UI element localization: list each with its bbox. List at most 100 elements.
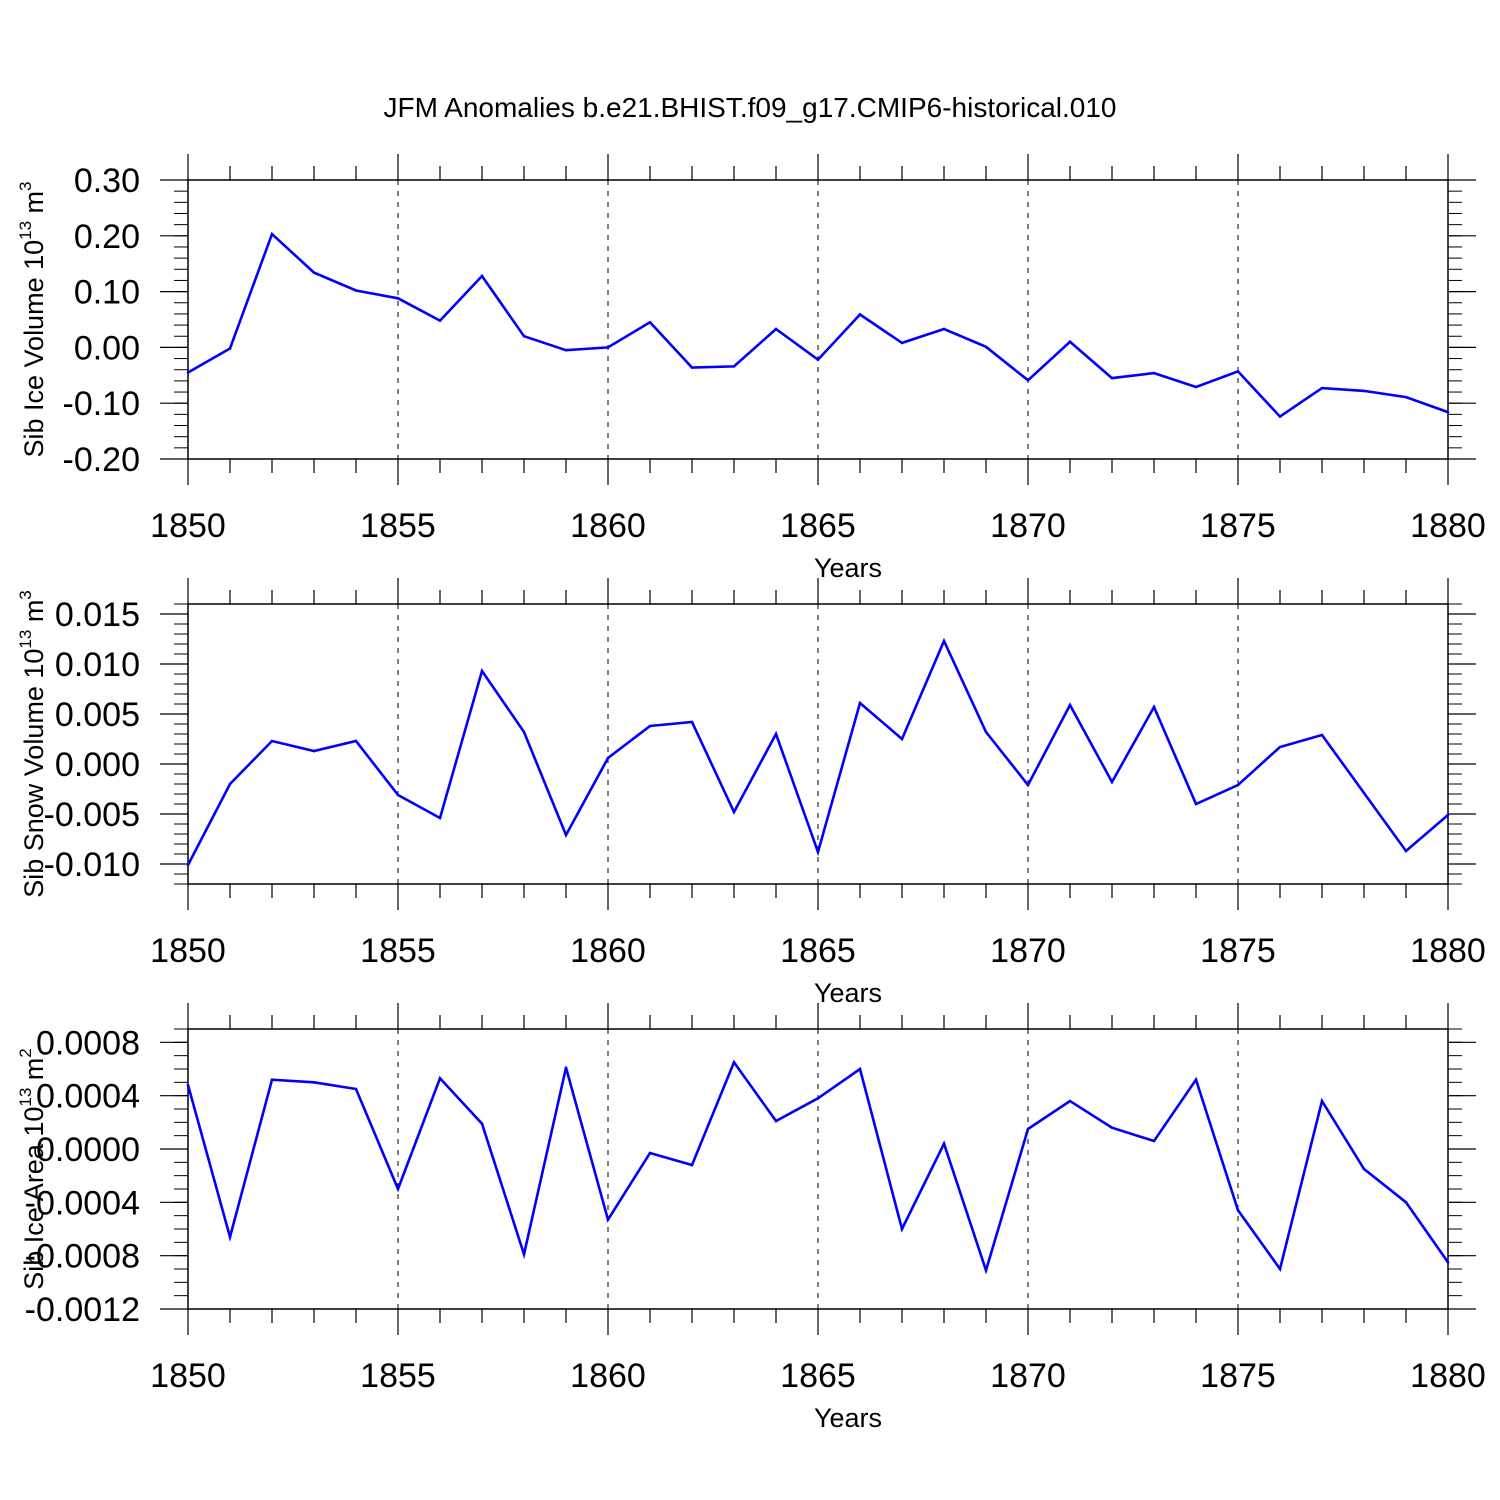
data-point — [1194, 802, 1198, 806]
data-point — [564, 1066, 568, 1069]
x-axis-label: Years — [814, 553, 882, 583]
data-point — [1236, 370, 1240, 373]
y-tick-label: 0.20 — [74, 218, 140, 256]
data-point — [1194, 385, 1198, 389]
data-point — [1446, 1261, 1450, 1264]
data-point — [732, 1061, 736, 1064]
y-axis-label: Sib Ice Volume 1013 m3 — [16, 181, 49, 457]
y-tick-label: 0.015 — [55, 596, 140, 634]
y-tick-label: -0.010 — [44, 846, 140, 884]
data-point — [1236, 783, 1240, 787]
x-tick-label: 1850 — [150, 1357, 226, 1395]
data-point — [1446, 813, 1450, 817]
panel-snow-volume: -0.010 -0.005 0.000 0.005 0.010 0.015 1850 1855… — [16, 578, 1486, 1008]
data-point — [732, 365, 736, 368]
data-point — [1026, 783, 1030, 787]
data-point — [1362, 389, 1366, 393]
x-tick-label: 1850 — [150, 507, 226, 545]
y-tick-label: 0.010 — [55, 646, 140, 684]
data-point — [606, 756, 610, 760]
data-point — [480, 1122, 484, 1125]
data-point — [228, 782, 232, 786]
data-point — [648, 320, 652, 324]
data-point — [648, 1151, 652, 1155]
x-tick-label: 1860 — [570, 507, 646, 545]
x-tick-label: 1865 — [780, 932, 856, 970]
data-point — [1320, 386, 1324, 390]
data-point — [1110, 780, 1114, 784]
data-point — [858, 701, 862, 705]
data-point — [522, 1253, 526, 1256]
x-tick-label: 1870 — [990, 1357, 1066, 1395]
x-tick-label: 1875 — [1200, 932, 1276, 970]
data-point — [1446, 410, 1450, 414]
data-point — [522, 334, 526, 338]
data-point — [774, 732, 778, 736]
data-point — [1236, 1209, 1240, 1212]
data-point — [312, 1081, 316, 1084]
data-point — [774, 327, 778, 331]
plot-frame — [187, 1028, 1449, 1310]
data-point — [1320, 1099, 1324, 1103]
data-point — [900, 1227, 904, 1231]
y-tick-label: 0.0008 — [36, 1024, 140, 1062]
data-point — [438, 319, 442, 322]
data-point — [942, 1142, 946, 1145]
data-point — [648, 724, 652, 728]
data-point — [1110, 1126, 1114, 1129]
data-point — [480, 274, 484, 278]
data-point — [1110, 376, 1114, 380]
data-point — [690, 720, 694, 724]
y-tick-label: 0.00 — [74, 329, 140, 367]
y-axis-label: Sib Ice Area 1013 m2 — [16, 1048, 49, 1290]
data-point — [1152, 705, 1156, 709]
x-tick-label: 1865 — [780, 507, 856, 545]
data-point — [1362, 1167, 1366, 1171]
data-point — [942, 639, 946, 643]
data-point — [774, 1119, 778, 1123]
x-tick-label: 1865 — [780, 1357, 856, 1395]
data-point — [1362, 791, 1366, 795]
data-point — [732, 810, 736, 814]
data-point — [690, 1163, 694, 1167]
y-tick-label: -0.005 — [44, 796, 140, 834]
x-tick-label: 1855 — [360, 1357, 436, 1395]
x-tick-label: 1850 — [150, 932, 226, 970]
data-point — [354, 739, 358, 743]
data-point — [900, 737, 904, 741]
data-point — [606, 346, 610, 349]
x-tick-label: 1870 — [990, 507, 1066, 545]
data-point — [816, 358, 820, 361]
y-axis-label: Sib Snow Volume 1013 m3 — [16, 590, 49, 898]
y-tick-label: -0.0004 — [25, 1184, 140, 1222]
data-point — [690, 366, 694, 369]
data-point — [1068, 1099, 1072, 1103]
y-tick-label: 0.005 — [55, 696, 140, 734]
x-tick-label: 1875 — [1200, 507, 1276, 545]
chart-title: JFM Anomalies b.e21.BHIST.f09_g17.CMIP6-… — [383, 92, 1116, 123]
data-point — [1278, 1267, 1282, 1271]
data-point — [1404, 1201, 1408, 1204]
data-point — [186, 863, 190, 867]
data-point — [1278, 745, 1282, 749]
data-point — [438, 1077, 442, 1080]
x-axis-label: Years — [814, 1403, 882, 1433]
y-tick-label: -0.0008 — [25, 1238, 140, 1276]
plot-frame — [187, 603, 1449, 885]
data-point — [270, 739, 274, 743]
data-point — [1320, 733, 1324, 737]
data-point — [312, 271, 316, 274]
data-point — [354, 289, 358, 292]
data-point — [1026, 1127, 1030, 1131]
data-point — [228, 1235, 232, 1239]
data-point — [564, 833, 568, 837]
panel-ice-area: -0.0012 -0.0008 -0.0004 0.0000 0.0004 0.0008 1… — [16, 1003, 1486, 1433]
data-point — [858, 1067, 862, 1071]
y-tick-label: 0.0004 — [36, 1078, 140, 1116]
data-point — [396, 1187, 400, 1191]
data-point — [1026, 379, 1030, 382]
data-point — [816, 850, 820, 854]
data-point — [942, 327, 946, 331]
data-point — [1278, 415, 1282, 418]
